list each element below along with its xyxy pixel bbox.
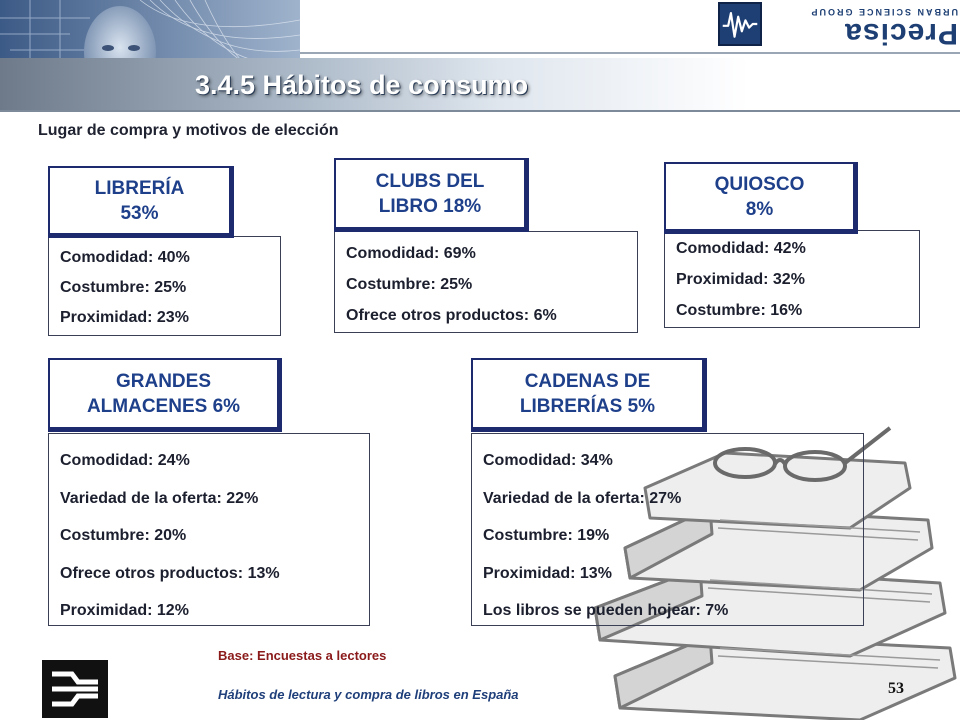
grandes-almacenes-header: GRANDES ALMACENES 6% (48, 358, 282, 432)
brand-name: Precisa (844, 17, 958, 50)
list-item: Costumbre: 25% (346, 276, 473, 293)
brand-tagline: URBAN SCIENCE GROUP (809, 7, 958, 17)
list-item: Los libros se pueden hojear: 7% (483, 602, 729, 619)
list-item: Comodidad: 34% (483, 452, 613, 469)
quiosco-reasons-list: Comodidad: 42% Proximidad: 32% Costumbre… (664, 230, 920, 328)
category-title-line: LIBRERÍAS 5% (519, 395, 656, 417)
list-item: Costumbre: 25% (60, 279, 187, 296)
publisher-logo-icon (42, 660, 108, 718)
libreria-header: LIBRERÍA 53% (48, 166, 234, 238)
header-rule (300, 52, 960, 54)
list-item: Proximidad: 23% (60, 309, 189, 326)
brand-wordmark: Precisa URBAN SCIENCE GROUP (768, 4, 958, 50)
list-item: Ofrece otros productos: 6% (346, 307, 557, 324)
list-item: Comodidad: 40% (60, 249, 190, 266)
category-title-line: QUIOSCO (714, 173, 805, 195)
list-item: Comodidad: 24% (60, 452, 190, 469)
brand-logo: Precisa URBAN SCIENCE GROUP (718, 0, 958, 50)
list-item: Costumbre: 19% (483, 527, 610, 544)
section-subtitle: Lugar de compra y motivos de elección (38, 122, 339, 139)
title-bar (0, 58, 960, 112)
list-item: Proximidad: 13% (483, 564, 612, 582)
base-note: Base: Encuestas a lectores (218, 648, 387, 663)
list-item: Comodidad: 42% (676, 240, 806, 257)
quiosco-header: QUIOSCO 8% (664, 162, 858, 234)
list-item: Comodidad: 69% (346, 245, 476, 262)
category-title-line: ALMACENES 6% (86, 395, 241, 417)
list-item: Proximidad: 32% (676, 271, 805, 288)
category-title-line: LIBRERÍA (94, 177, 185, 199)
page-title: 3.4.5 Hábitos de consumo (195, 70, 529, 100)
category-title-line: CLUBS DEL (375, 170, 485, 192)
list-item: Variedad de la oferta: 27% (483, 489, 682, 507)
category-title-line: 53% (120, 202, 159, 224)
books-stack-icon (593, 426, 957, 720)
list-item: Variedad de la oferta: 22% (60, 489, 259, 507)
category-title-line: 8% (745, 198, 774, 220)
grandes-almacenes-reasons-list: Comodidad: 24% Variedad de la oferta: 22… (48, 433, 370, 626)
clubs-reasons-list: Comodidad: 69% Costumbre: 25% Ofrece otr… (334, 231, 638, 333)
list-item: Costumbre: 16% (676, 302, 803, 319)
study-title: Hábitos de lectura y compra de libros en… (218, 687, 519, 702)
cadenas-header: CADENAS DE LIBRERÍAS 5% (471, 358, 707, 432)
cadenas-reasons-list: Comodidad: 34% Variedad de la oferta: 27… (471, 433, 864, 626)
category-title-line: GRANDES (115, 370, 211, 392)
waveform-logo-icon (718, 2, 762, 46)
clubs-header: CLUBS DEL LIBRO 18% (334, 158, 529, 232)
list-item: Proximidad: 12% (60, 602, 189, 619)
list-item: Ofrece otros productos: 13% (60, 564, 280, 582)
list-item: Costumbre: 20% (60, 527, 187, 544)
category-title-line: LIBRO 18% (378, 195, 482, 217)
libreria-reasons-list: Comodidad: 40% Costumbre: 25% Proximidad… (48, 236, 281, 336)
category-title-line: CADENAS DE (524, 370, 651, 392)
page-number: 53 (888, 680, 904, 697)
